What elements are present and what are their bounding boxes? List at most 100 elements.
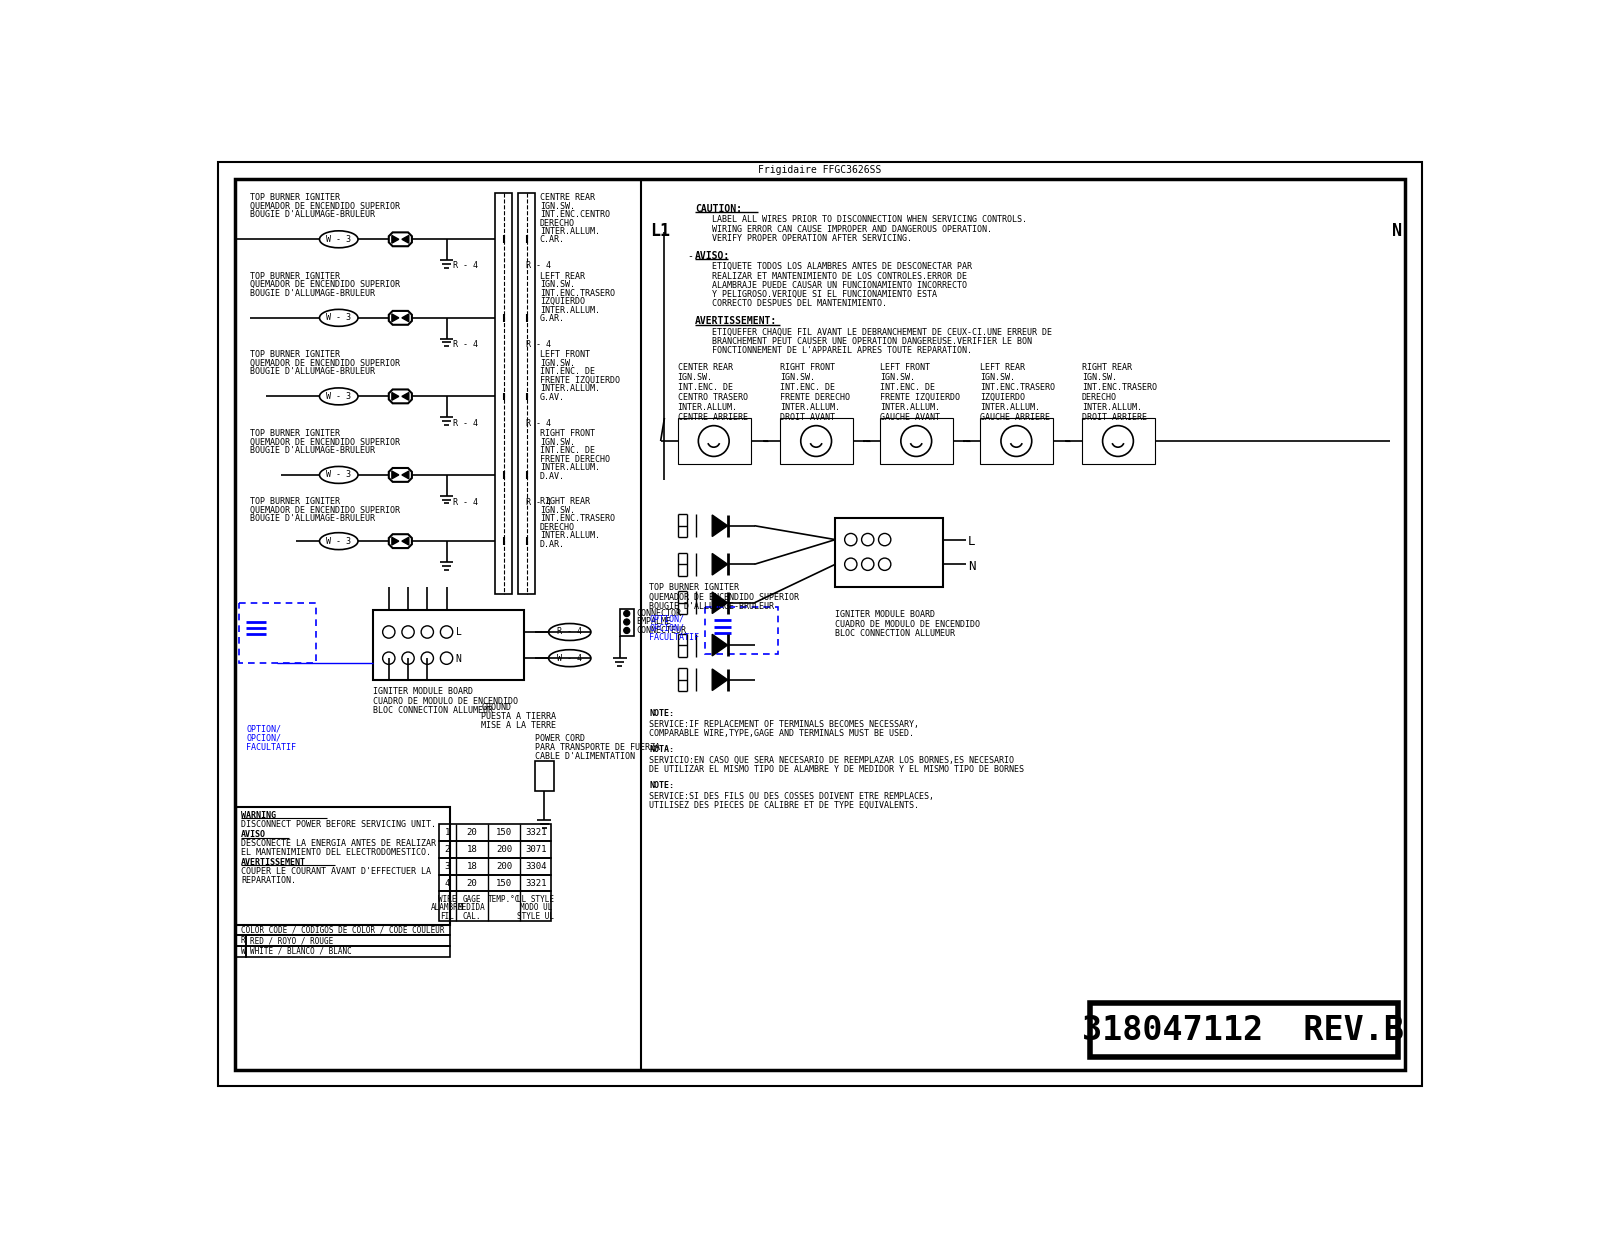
Text: 3: 3: [445, 862, 450, 871]
Text: ETIQUEFER CHAQUE FIL AVANT LE DEBRANCHEMENT DE CEUX-CI.UNE ERREUR DE: ETIQUEFER CHAQUE FIL AVANT LE DEBRANCHEM…: [712, 328, 1053, 336]
Text: INTER.ALLUM.: INTER.ALLUM.: [539, 226, 600, 236]
Text: INT.ENC. DE: INT.ENC. DE: [539, 367, 595, 376]
Bar: [534, 761, 554, 792]
Text: WARNING: WARNING: [242, 810, 275, 820]
Bar: [245, 935, 450, 946]
Text: 18: 18: [467, 845, 477, 854]
Text: R - 4: R - 4: [557, 627, 582, 637]
Text: INT.ENC. DE: INT.ENC. DE: [677, 382, 733, 392]
Bar: [704, 607, 778, 653]
Text: N: N: [456, 653, 462, 663]
Text: 200: 200: [496, 845, 512, 854]
Text: IZQUIERDO: IZQUIERDO: [981, 392, 1026, 402]
Text: FRENTE IZQUIERDO: FRENTE IZQUIERDO: [539, 376, 619, 385]
Text: QUEMADOR DE ENCENDIDO SUPERIOR: QUEMADOR DE ENCENDIDO SUPERIOR: [250, 438, 400, 447]
Text: D.AR.: D.AR.: [539, 539, 565, 548]
Text: UL STYLE: UL STYLE: [517, 894, 554, 903]
Text: POWER CORD: POWER CORD: [534, 734, 586, 742]
Text: QUEMADOR DE ENCENDIDO SUPERIOR: QUEMADOR DE ENCENDIDO SUPERIOR: [250, 202, 400, 210]
Bar: [237, 935, 245, 946]
Text: DROIT ARRIERE: DROIT ARRIERE: [1082, 413, 1147, 422]
Text: INT.ENC. DE: INT.ENC. DE: [880, 382, 934, 392]
Bar: [835, 518, 944, 588]
Bar: [373, 610, 523, 680]
Text: RIGHT FRONT: RIGHT FRONT: [779, 362, 835, 371]
Text: FACULTATIF: FACULTATIF: [246, 743, 296, 752]
Text: BRANCHEMENT PEUT CAUSER UNE OPERATION DANGEREUSE.VERIFIER LE BON: BRANCHEMENT PEUT CAUSER UNE OPERATION DA…: [712, 338, 1032, 346]
Bar: [237, 946, 245, 957]
Text: W - 3: W - 3: [326, 537, 352, 546]
Text: FRENTE DERECHO: FRENTE DERECHO: [539, 455, 610, 464]
Text: R - 4: R - 4: [453, 419, 478, 428]
Text: STYLE UL: STYLE UL: [517, 912, 554, 920]
Text: -: -: [688, 251, 693, 261]
Text: CONNECTEUR: CONNECTEUR: [637, 626, 686, 635]
Text: TOP BURNER IGNITER: TOP BURNER IGNITER: [650, 584, 739, 593]
Text: CONNECTOR: CONNECTOR: [637, 609, 682, 618]
Ellipse shape: [320, 533, 358, 549]
Text: FONCTIONNEMENT DE L'APPAREIL APRES TOUTE REPARATION.: FONCTIONNEMENT DE L'APPAREIL APRES TOUTE…: [712, 346, 973, 355]
Text: BOUGIE D'ALLUMAGE-BRULEUR: BOUGIE D'ALLUMAGE-BRULEUR: [650, 602, 774, 611]
Text: L: L: [968, 534, 976, 548]
Circle shape: [624, 627, 630, 633]
Text: OPTION/: OPTION/: [650, 615, 685, 623]
Text: 1: 1: [445, 828, 450, 836]
Text: TOP BURNER IGNITER: TOP BURNER IGNITER: [250, 350, 341, 359]
Polygon shape: [712, 515, 728, 537]
Text: QUEMADOR DE ENCENDIDO SUPERIOR: QUEMADOR DE ENCENDIDO SUPERIOR: [650, 593, 798, 601]
Bar: [438, 824, 552, 841]
Text: L: L: [456, 627, 462, 637]
Text: G.AV.: G.AV.: [539, 392, 565, 402]
Text: DROIT AVANT: DROIT AVANT: [779, 413, 835, 422]
Text: W - 3: W - 3: [326, 392, 352, 401]
Text: VERIFY PROPER OPERATION AFTER SERVICING.: VERIFY PROPER OPERATION AFTER SERVICING.: [712, 234, 912, 242]
Text: INTER.ALLUM.: INTER.ALLUM.: [539, 306, 600, 314]
Text: SERVICE:IF REPLACEMENT OF TERMINALS BECOMES NECESSARY,: SERVICE:IF REPLACEMENT OF TERMINALS BECO…: [650, 720, 918, 729]
Text: INT.ENC.TRASERO: INT.ENC.TRASERO: [539, 515, 614, 523]
Text: IGN.SW.: IGN.SW.: [880, 372, 915, 381]
Text: SERVICE:SI DES FILS OU DES COSSES DOIVENT ETRE REMPLACES,: SERVICE:SI DES FILS OU DES COSSES DOIVEN…: [650, 792, 934, 802]
Text: BOUGIE D'ALLUMAGE-BRULEUR: BOUGIE D'ALLUMAGE-BRULEUR: [250, 447, 376, 455]
Text: IGN.SW.: IGN.SW.: [539, 506, 574, 515]
Text: G.AR.: G.AR.: [539, 314, 565, 323]
Text: CENTRO TRASERO: CENTRO TRASERO: [677, 392, 747, 402]
Text: PARA TRANSPORTE DE FUERZA: PARA TRANSPORTE DE FUERZA: [534, 743, 661, 752]
Text: WHITE / BLANCO / BLANC: WHITE / BLANCO / BLANC: [250, 948, 352, 956]
Text: TEMP.°C: TEMP.°C: [488, 894, 520, 903]
Text: INTER.ALLUM.: INTER.ALLUM.: [539, 383, 600, 393]
Text: DERECHO: DERECHO: [539, 219, 574, 228]
Text: IGN.SW.: IGN.SW.: [539, 438, 574, 447]
Text: INT.ENC.TRASERO: INT.ENC.TRASERO: [539, 288, 614, 298]
Text: LEFT FRONT: LEFT FRONT: [880, 362, 930, 371]
Text: LEFT REAR: LEFT REAR: [539, 272, 584, 281]
Polygon shape: [392, 471, 398, 479]
Text: BLOC CONNECTION ALLUMEUR: BLOC CONNECTION ALLUMEUR: [835, 628, 955, 638]
Text: WIRE: WIRE: [438, 894, 456, 903]
Polygon shape: [392, 537, 398, 546]
Text: GAUCHE AVANT: GAUCHE AVANT: [880, 413, 941, 422]
Text: W - 4: W - 4: [557, 653, 582, 663]
Text: BOUGIE D'ALLUMAGE-BRULEUR: BOUGIE D'ALLUMAGE-BRULEUR: [250, 210, 376, 219]
Text: COUPER LE COURANT AVANT D'EFFECTUER LA: COUPER LE COURANT AVANT D'EFFECTUER LA: [242, 867, 430, 876]
Text: TOP BURNER IGNITER: TOP BURNER IGNITER: [250, 272, 341, 281]
Bar: [1082, 418, 1155, 464]
Text: DERECHO: DERECHO: [539, 523, 574, 532]
Text: 20: 20: [467, 878, 477, 887]
Bar: [518, 193, 534, 594]
Text: IGN.SW.: IGN.SW.: [779, 372, 814, 381]
Text: REPARATION.: REPARATION.: [242, 876, 296, 886]
Polygon shape: [402, 471, 410, 479]
Ellipse shape: [320, 309, 358, 327]
Ellipse shape: [320, 388, 358, 404]
Text: 150: 150: [496, 828, 512, 836]
Ellipse shape: [549, 623, 590, 641]
Text: C.AR.: C.AR.: [539, 235, 565, 245]
Text: W - 3: W - 3: [326, 235, 352, 244]
Text: GROUND: GROUND: [482, 703, 512, 711]
Bar: [245, 946, 450, 957]
Text: CENTRE ARRIERE: CENTRE ARRIERE: [677, 413, 747, 422]
Text: CORRECTO DESPUES DEL MANTENIMIENTO.: CORRECTO DESPUES DEL MANTENIMIENTO.: [712, 299, 886, 308]
Text: NOTE:: NOTE:: [650, 782, 674, 790]
Text: INT.ENC. DE: INT.ENC. DE: [779, 382, 835, 392]
Text: PUESTA A TIERRA: PUESTA A TIERRA: [482, 713, 557, 721]
